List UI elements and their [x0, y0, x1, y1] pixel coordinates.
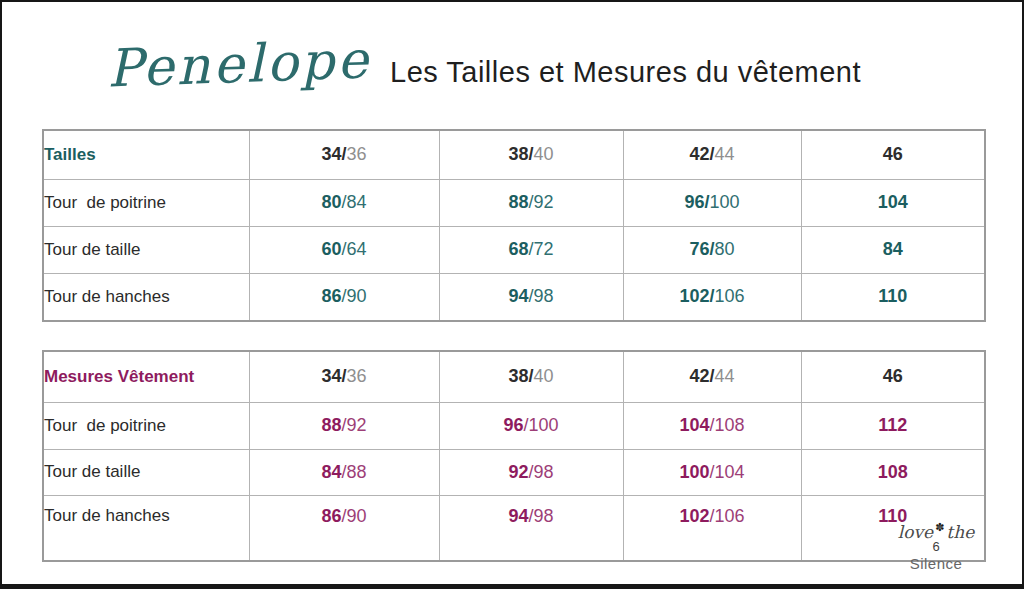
measure-cell: 104/108 — [623, 402, 801, 449]
document-page: Penelope Les Tailles et Mesures du vêtem… — [0, 0, 1024, 589]
size-header: 42/44 — [623, 130, 801, 179]
page-title: Les Tailles et Mesures du vêtement — [390, 56, 861, 89]
size-header: 34/36 — [249, 130, 439, 179]
table-row: Tour de taille 84/88 92/98 100/104 108 — [43, 449, 985, 495]
measure-cell: 86/90 — [249, 495, 439, 561]
measure-cell: 84/88 — [249, 449, 439, 495]
table-row: Tour de poitrine 80/84 88/92 96/100 104 — [43, 179, 985, 226]
measure-cell: 60/64 — [249, 226, 439, 273]
penelope-logo: Penelope — [106, 33, 371, 94]
measure-cell: 94/98 — [439, 273, 623, 321]
measure-cell: 110 — [801, 273, 985, 321]
garment-measurements-table: Mesures Vêtement 34/36 38/40 42/44 46 To… — [42, 350, 986, 562]
table-title: Tailles — [43, 130, 249, 179]
measure-cell: 84 — [801, 226, 985, 273]
table-header-row: Tailles 34/36 38/40 42/44 46 — [43, 130, 985, 179]
measure-cell: 92/98 — [439, 449, 623, 495]
size-header: 38/40 — [439, 351, 623, 402]
measure-cell: 80/84 — [249, 179, 439, 226]
measure-cell: 96/100 — [623, 179, 801, 226]
table-row: Tour de poitrine 88/92 96/100 104/108 11… — [43, 402, 985, 449]
table-row: Tour de hanches 86/90 94/98 102/106 110 — [43, 495, 985, 561]
row-label: Tour de poitrine — [43, 179, 249, 226]
measure-cell: 68/72 — [439, 226, 623, 273]
size-header: 42/44 — [623, 351, 801, 402]
size-header: 38/40 — [439, 130, 623, 179]
row-label: Tour de hanches — [43, 273, 249, 321]
table-row: Tour de taille 60/64 68/72 76/80 84 — [43, 226, 985, 273]
measure-cell: 104 — [801, 179, 985, 226]
size-header: 46 — [801, 351, 985, 402]
row-label: Tour de hanches — [43, 495, 249, 561]
body-sizes-table: Tailles 34/36 38/40 42/44 46 Tour de poi… — [42, 129, 986, 322]
measure-cell: 86/90 — [249, 273, 439, 321]
table-header-row: Mesures Vêtement 34/36 38/40 42/44 46 — [43, 351, 985, 402]
measure-cell: 88/92 — [439, 179, 623, 226]
measure-cell: 94/98 — [439, 495, 623, 561]
measure-cell: 102/106 — [623, 495, 801, 561]
table-row: Tour de hanches 86/90 94/98 102/106 110 — [43, 273, 985, 321]
measure-cell: 96/100 — [439, 402, 623, 449]
measure-cell: 76/80 — [623, 226, 801, 273]
measure-cell: 100/104 — [623, 449, 801, 495]
page-number: 6 — [876, 540, 996, 555]
flower-icon: ✽ — [935, 522, 944, 535]
brand-mark: love✽the 6 Silence — [876, 523, 996, 572]
size-header: 46 — [801, 130, 985, 179]
row-label: Tour de taille — [43, 449, 249, 495]
measure-cell: 102/106 — [623, 273, 801, 321]
table-title: Mesures Vêtement — [43, 351, 249, 402]
measure-cell: 112 — [801, 402, 985, 449]
size-header: 34/36 — [249, 351, 439, 402]
measure-cell: 108 — [801, 449, 985, 495]
row-label: Tour de poitrine — [43, 402, 249, 449]
brand-silence: Silence — [876, 555, 996, 572]
measure-cell: 88/92 — [249, 402, 439, 449]
row-label: Tour de taille — [43, 226, 249, 273]
